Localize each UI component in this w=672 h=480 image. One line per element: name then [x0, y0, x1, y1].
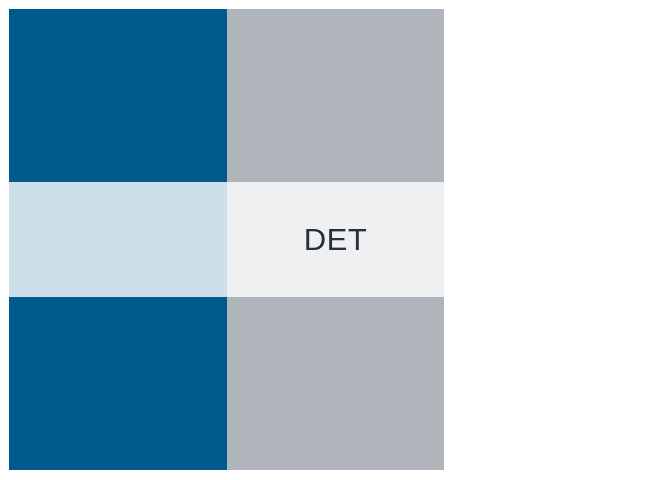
tile-label: DET: [303, 221, 368, 257]
tile-top-right: [227, 9, 444, 182]
tile-middle-left: [9, 182, 227, 297]
tile-middle-right: DET: [227, 182, 444, 297]
tile-bottom-right: [227, 297, 444, 470]
tile-grid: DET: [9, 9, 444, 470]
tile-top-left: [9, 9, 227, 182]
tile-bottom-left: [9, 297, 227, 470]
